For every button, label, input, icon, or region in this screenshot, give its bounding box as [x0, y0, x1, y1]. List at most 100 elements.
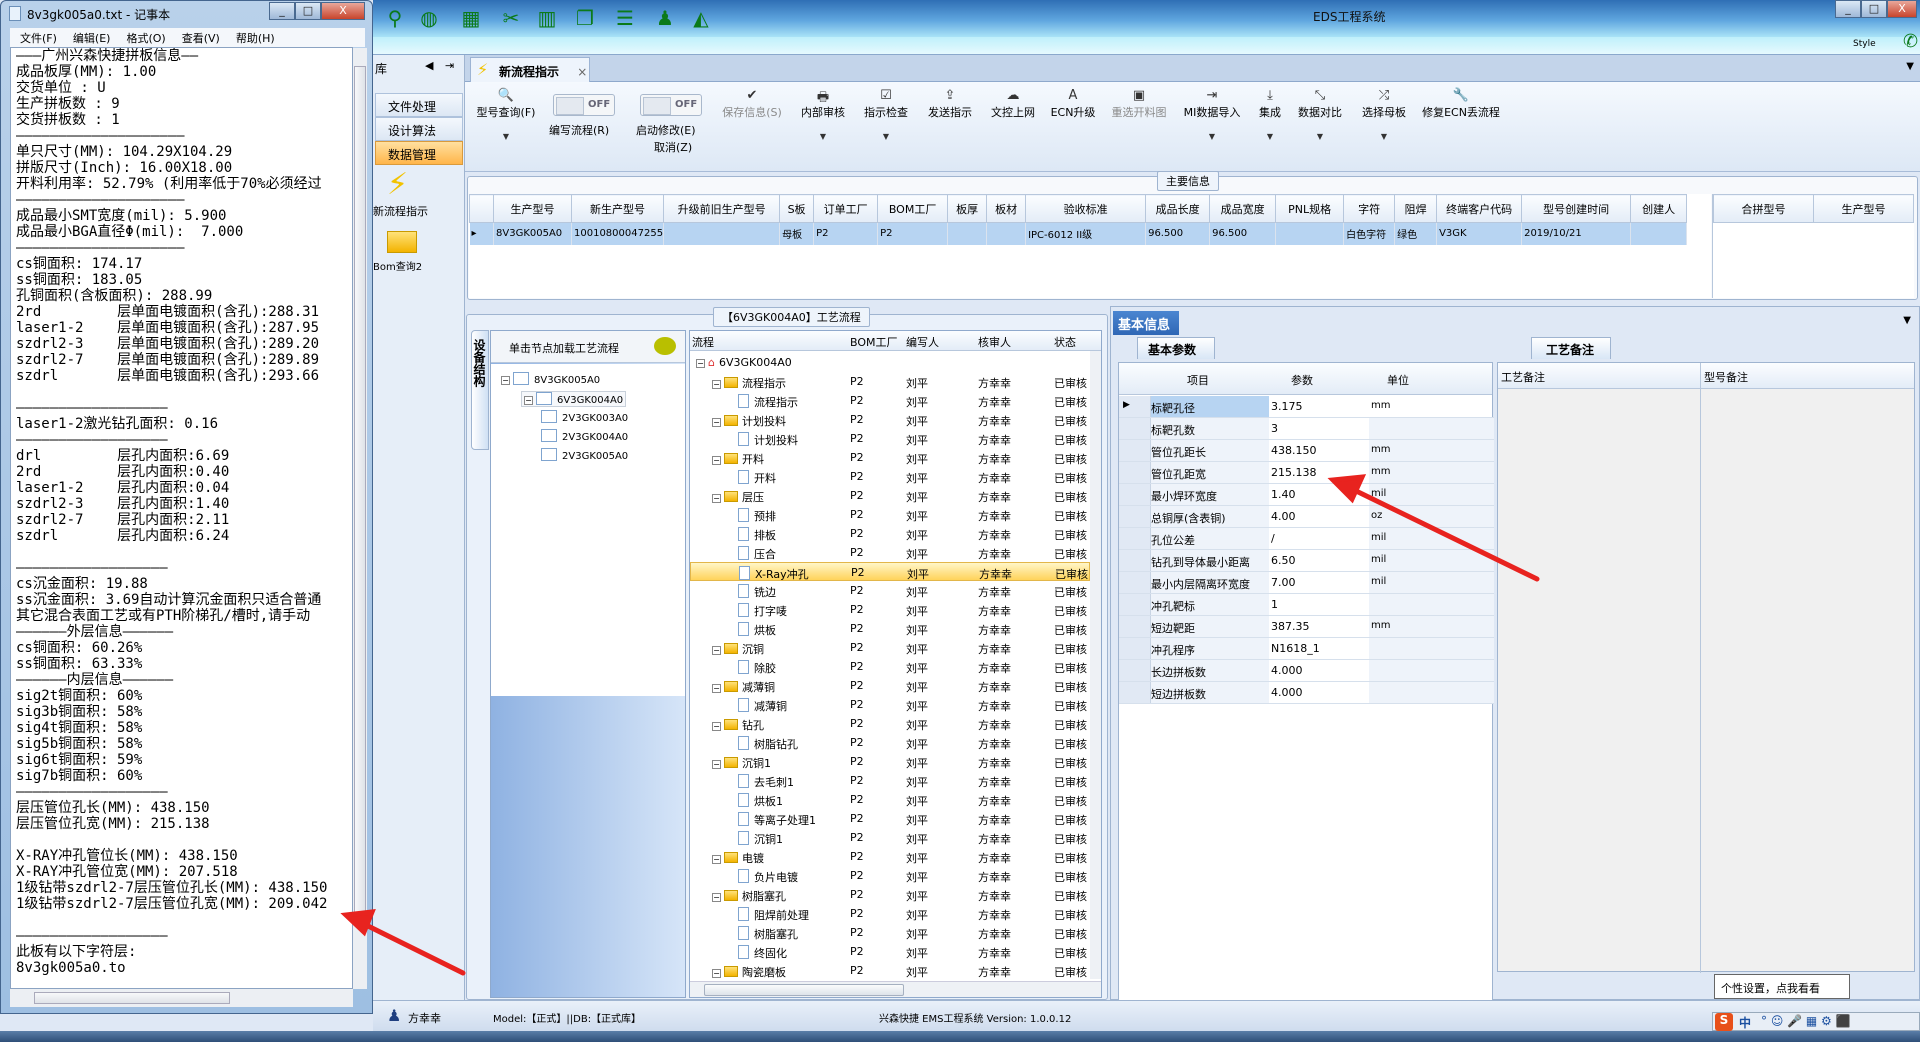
user-icon[interactable]: ♟ [656, 6, 674, 30]
param-row[interactable]: 长边拼板数 4.000 [1119, 660, 1494, 682]
flow-row[interactable]: − 减薄铜 P2 刘平 方幸幸 已审核 [690, 676, 1090, 695]
column-header[interactable]: 板厚 [947, 194, 988, 223]
close-tab-icon[interactable]: × [577, 65, 588, 79]
toolbar-button[interactable]: 🖶 内部审核 ▼ [801, 88, 845, 141]
menu-item[interactable]: 查看(V) [181, 32, 220, 45]
list-icon[interactable]: ☰ [616, 6, 634, 30]
column-header[interactable]: 生产型号 [1813, 194, 1914, 223]
phone-icon[interactable]: ✆ [1903, 31, 1919, 52]
toolbar-button[interactable]: ⤓ 集成 ▼ [1259, 88, 1281, 141]
column-header[interactable]: 创建人 [1630, 194, 1688, 223]
table-cell[interactable]: 绿色 [1394, 222, 1438, 245]
column-header[interactable]: 单位 [1387, 374, 1409, 387]
flow-row[interactable]: − 层压 P2 刘平 方幸幸 已审核 [690, 486, 1090, 505]
param-value[interactable]: 7.00 [1269, 572, 1369, 593]
flow-row[interactable]: 流程指示 P2 刘平 方幸幸 已审核 [690, 391, 1090, 410]
tree-node[interactable]: 2V3GK003A0 [541, 410, 628, 424]
table-row[interactable]: ▸ 8V3GK005A0 10010800047255 母板 P2 P2 IPC-6012 … [469, 222, 1688, 245]
param-value[interactable]: 4.00 [1269, 506, 1369, 527]
dropdown-arrow-icon[interactable]: ▼ [502, 132, 510, 141]
param-row[interactable]: 标靶孔数 3 [1119, 418, 1494, 440]
copy-icon[interactable]: ❐ [576, 6, 594, 30]
flow-row[interactable]: X-Ray冲孔 P2 刘平 方幸幸 已审核 [690, 562, 1090, 581]
collapse-icon[interactable]: − [712, 722, 721, 731]
tab-device-structure[interactable]: 设备结构 [471, 330, 489, 450]
toolbar-button[interactable]: ⇪ 发送指示 [928, 88, 972, 120]
flow-row[interactable]: − 电镀 P2 刘平 方幸幸 已审核 [690, 847, 1090, 866]
ime-icons[interactable]: ° ☺ 🎤 ▦ ⚙ ⬛ [1761, 1014, 1851, 1028]
column-header[interactable]: BOM工厂 [850, 336, 898, 349]
flow-row[interactable]: 阻焊前处理 P2 刘平 方幸幸 已审核 [690, 904, 1090, 923]
param-value[interactable]: 3.175 [1269, 396, 1369, 417]
table-cell[interactable]: 8V3GK005A0 [493, 222, 572, 245]
notepad-hscrollbar[interactable] [10, 989, 353, 1007]
flow-row[interactable]: 排板 P2 刘平 方幸幸 已审核 [690, 524, 1090, 543]
flow-row[interactable]: 减薄铜 P2 刘平 方幸幸 已审核 [690, 695, 1090, 714]
param-row[interactable]: 管位孔距宽 215.138 mm [1119, 462, 1494, 484]
table-cell[interactable]: 96.500 [1209, 222, 1277, 245]
table-cell[interactable]: P2 [813, 222, 879, 245]
flow-row[interactable]: 树脂钻孔 P2 刘平 方幸幸 已审核 [690, 733, 1090, 752]
flow-root[interactable]: − ⌂ 6V3GK004A0 [690, 353, 1090, 372]
flow-row[interactable]: − 钻孔 P2 刘平 方幸幸 已审核 [690, 714, 1090, 733]
collapse-icon[interactable]: − [712, 855, 721, 864]
collapse-icon[interactable]: − [712, 646, 721, 655]
param-row[interactable]: 总铜厚(含表铜) 4.00 oz [1119, 506, 1494, 528]
param-value[interactable]: 1 [1269, 594, 1369, 615]
flow-row[interactable]: 树脂塞孔 P2 刘平 方幸幸 已审核 [690, 923, 1090, 942]
column-header[interactable]: 项目 [1187, 374, 1209, 387]
folder-open-icon[interactable] [387, 231, 417, 253]
table-cell[interactable] [663, 222, 781, 245]
toolbar-button[interactable]: ✔ 保存信息(S) [722, 88, 782, 120]
collapse-left-icon[interactable]: ◀ [425, 59, 434, 72]
ime-mode[interactable]: 中 [1739, 1016, 1752, 1030]
collapse-icon[interactable]: − [712, 893, 721, 902]
table-cell[interactable] [947, 222, 988, 245]
collapse-icon[interactable]: − [712, 760, 721, 769]
tab-basic-params[interactable]: 基本参数 [1137, 337, 1215, 359]
table-cell[interactable]: V3GK [1436, 222, 1523, 245]
menu-item[interactable]: 格式(O) [126, 32, 166, 45]
param-row[interactable]: 短边靶距 387.35 mm [1119, 616, 1494, 638]
column-header[interactable]: 升级前旧生产型号 [663, 194, 781, 223]
menu-item[interactable]: 编辑(E) [72, 32, 111, 45]
table-cell[interactable] [1630, 222, 1688, 245]
table-cell[interactable]: P2 [877, 222, 949, 245]
column-header[interactable]: 流程 [692, 336, 714, 349]
model-remark-input[interactable] [1704, 393, 1910, 963]
toolbar-button[interactable]: ☑ 指示检查 ▼ [864, 88, 908, 141]
ime-tooltip[interactable]: 个性设置，点我看看 [1714, 974, 1850, 999]
param-value[interactable]: 438.150 [1269, 440, 1369, 461]
flow-row[interactable]: 铣边 P2 刘平 方幸幸 已审核 [690, 581, 1090, 600]
column-header[interactable]: 新生产型号 [570, 194, 665, 223]
sogou-icon[interactable]: S [1715, 1013, 1733, 1031]
lightning-icon[interactable]: ⚡ [387, 167, 409, 202]
table-cell[interactable] [1275, 222, 1345, 245]
collapse-icon[interactable]: − [696, 359, 705, 368]
film-icon[interactable]: ▥ [537, 6, 557, 30]
flow-row[interactable]: − 计划投料 P2 刘平 方幸幸 已审核 [690, 410, 1090, 429]
collapse-icon[interactable]: − [712, 418, 721, 427]
tab-menu-icon[interactable]: ▼ [1906, 61, 1914, 72]
param-row[interactable]: 冲孔程序 N1618_1 [1119, 638, 1494, 660]
param-value[interactable]: 6.50 [1269, 550, 1369, 571]
menu-item[interactable]: 文件(F) [20, 32, 57, 45]
flow-row[interactable]: 沉铜1 P2 刘平 方幸幸 已审核 [690, 828, 1090, 847]
column-header[interactable]: 参数 [1291, 374, 1313, 387]
dropdown-arrow-icon[interactable]: ▼ [1266, 132, 1274, 141]
menu-item[interactable]: 帮助(H) [235, 32, 275, 45]
notepad-maximize-button[interactable]: □ [295, 2, 321, 20]
param-value[interactable]: 387.35 [1269, 616, 1369, 637]
column-header[interactable]: 合拼型号 [1713, 194, 1814, 223]
toolbar-button[interactable]: 🔧 修复ECN丢流程 [1422, 88, 1500, 120]
column-header[interactable]: 型号创建时间 [1521, 194, 1632, 223]
flow-row[interactable]: − 沉铜1 P2 刘平 方幸幸 已审核 [690, 752, 1090, 771]
column-header[interactable]: PNL规格 [1275, 194, 1345, 223]
table-cell[interactable]: 2019/10/21 [1521, 222, 1632, 245]
column-header[interactable]: 编写人 [906, 336, 939, 349]
tree-node[interactable]: 2V3GK004A0 [541, 429, 628, 443]
flow-row[interactable]: − 陶瓷磨板 P2 刘平 方幸幸 已审核 [690, 961, 1090, 980]
param-value[interactable]: N1618_1 [1269, 638, 1369, 659]
param-value[interactable]: 4.000 [1269, 660, 1369, 681]
flow-row[interactable]: 去毛刺1 P2 刘平 方幸幸 已审核 [690, 771, 1090, 790]
